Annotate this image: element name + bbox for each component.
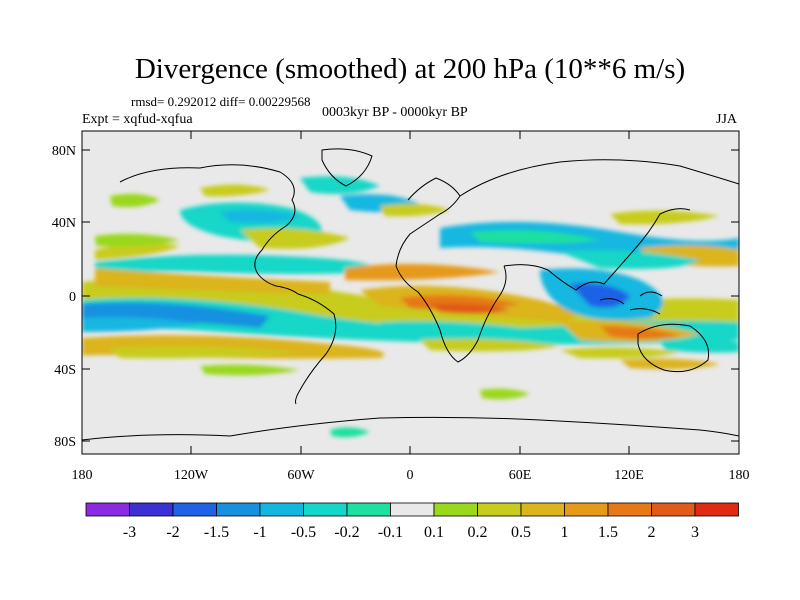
season-text: JJA	[716, 112, 738, 127]
lon-label-120w: 120W	[174, 468, 209, 483]
lat-label-80s: 80S	[54, 435, 76, 450]
legend-label: -1	[253, 524, 266, 541]
legend-swatch	[172, 502, 217, 517]
greenland-coast	[321, 148, 373, 187]
legend-label: 0.1	[424, 524, 444, 541]
indonesia-coast	[599, 291, 663, 315]
map-title: Divergence (smoothed) at 200 hPa (10**6 …	[134, 53, 686, 85]
lon-label-180w: 180	[72, 468, 93, 483]
legend-label: -0.1	[378, 524, 403, 541]
lat-ticks	[82, 149, 739, 442]
period-text: 0003kyr BP - 0000kyr BP	[322, 105, 468, 120]
lat-label-80n: 80N	[52, 144, 76, 159]
legend-labels: -3 -2 -1.5 -1 -0.5 -0.2 -0.1 0.1 0.2 0.5 1 1.5 2 3	[123, 524, 699, 541]
antarctica-coast	[82, 416, 739, 441]
legend-swatch	[85, 502, 130, 517]
legend-label: 3	[691, 524, 699, 541]
legend-swatch	[651, 502, 696, 517]
asia-coast	[459, 159, 739, 291]
legend-label: 2	[648, 524, 656, 541]
lon-label-180e: 180	[729, 468, 750, 483]
lat-label-40n: 40N	[52, 216, 76, 231]
north-america-coast	[119, 164, 299, 295]
legend-label: -2	[166, 524, 179, 541]
lon-ticks	[190, 131, 630, 454]
coastlines	[82, 148, 739, 441]
lon-label-60w: 60W	[287, 468, 315, 483]
legend-swatch	[520, 502, 565, 517]
europe-africa-coast	[395, 177, 507, 363]
legend-label: -0.5	[291, 524, 316, 541]
legend-label: -0.2	[334, 524, 359, 541]
lon-label-0: 0	[407, 468, 414, 483]
legend-label: 1	[561, 524, 569, 541]
south-america-coast	[295, 293, 337, 405]
stats-text: rmsd= 0.292012 diff= 0.00229568	[131, 94, 311, 109]
legend-swatch	[477, 502, 522, 517]
color-legend	[85, 502, 739, 517]
lon-label-60e: 60E	[509, 468, 532, 483]
legend-label: 0.2	[468, 524, 488, 541]
legend-swatch	[433, 502, 478, 517]
legend-swatch	[390, 502, 435, 517]
legend-swatch	[303, 502, 348, 517]
legend-swatch	[607, 502, 652, 517]
legend-swatch	[129, 502, 174, 517]
legend-swatch	[346, 502, 391, 517]
australia-coast	[637, 323, 710, 373]
legend-label: -1.5	[204, 524, 229, 541]
lon-tick-labels: 180 120W 60W 0 60E 120E 180	[72, 468, 750, 483]
anomaly-field	[82, 176, 739, 438]
lat-label-40s: 40S	[54, 363, 76, 378]
legend-swatch	[216, 502, 261, 517]
legend-label: -3	[123, 524, 136, 541]
legend-label: 1.5	[598, 524, 618, 541]
lat-tick-labels: 80N 40N 0 40S 80S	[52, 144, 76, 450]
experiment-text: Expt = xqfud-xqfua	[82, 112, 193, 127]
legend-swatch	[564, 502, 609, 517]
lon-label-120e: 120E	[614, 468, 644, 483]
legend-swatch	[694, 502, 739, 517]
lat-label-0: 0	[69, 290, 76, 305]
legend-label: 0.5	[511, 524, 531, 541]
legend-swatch	[259, 502, 304, 517]
